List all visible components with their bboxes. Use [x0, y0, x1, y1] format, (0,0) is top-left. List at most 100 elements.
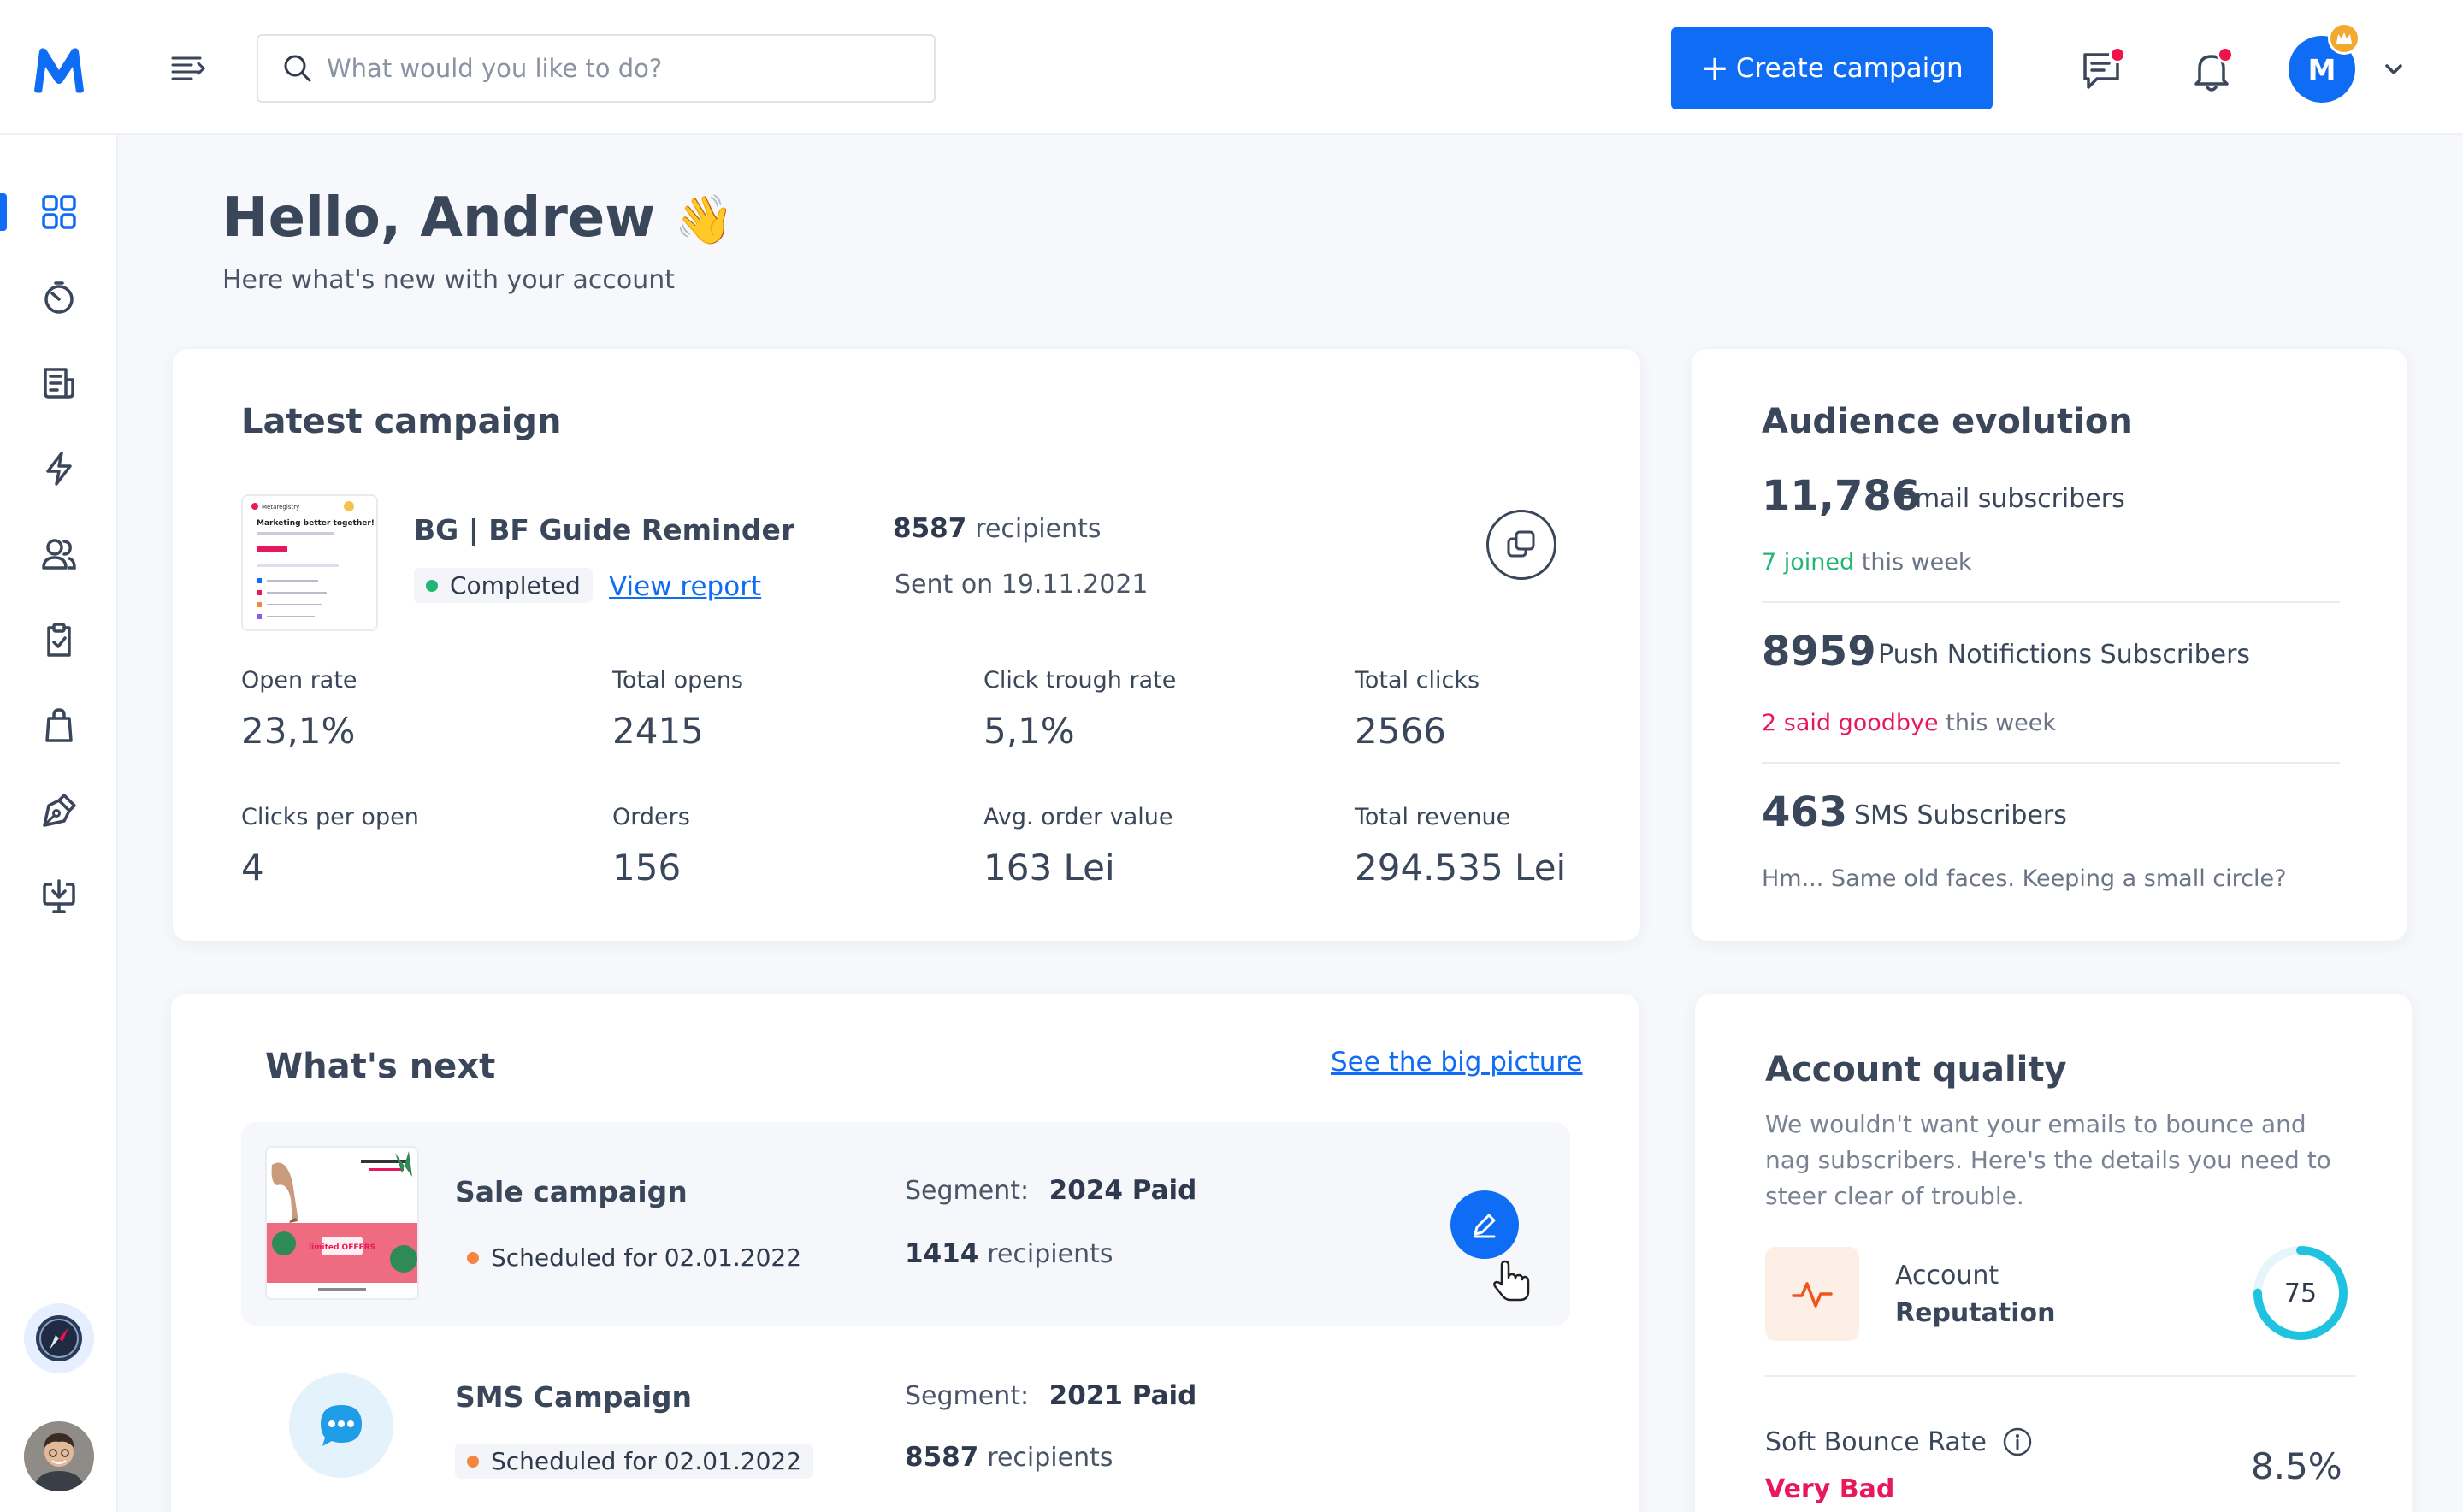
preview-heading: Marketing better together! — [257, 519, 375, 528]
goodbye-text: 2 said goodbye — [1762, 710, 1939, 736]
preview-brand: Metaregistry — [262, 504, 299, 511]
status-dot — [467, 1455, 479, 1468]
joined-rest: this week — [1861, 549, 1972, 576]
segment-value: 2021 Paid — [1048, 1380, 1197, 1411]
search-box[interactable] — [257, 34, 936, 103]
sidebar-item-dashboard[interactable] — [38, 191, 80, 233]
goodbye-rest: this week — [1946, 710, 2057, 736]
user-avatar[interactable] — [24, 1421, 94, 1491]
newsletter-icon — [44, 368, 74, 399]
sidebar-item-downloads[interactable] — [38, 875, 80, 918]
sidebar-item-audience[interactable] — [38, 533, 80, 576]
recipients-label: recipients — [987, 1239, 1113, 1269]
whats-next-title: What's next — [265, 1047, 496, 1086]
messages-button[interactable] — [2073, 41, 2133, 101]
metric-value: 5,1% — [983, 710, 1075, 752]
whats-next-card: What's next See the big picture limited … — [171, 994, 1639, 1512]
chevron-down-icon[interactable] — [2381, 56, 2407, 82]
sidebar-item-design[interactable] — [38, 789, 80, 832]
divider — [1762, 601, 2340, 603]
pulse-icon — [1792, 1282, 1833, 1308]
metric-value: 163 Lei — [983, 847, 1115, 889]
create-campaign-label: Create campaign — [1735, 53, 1964, 84]
metric-label: Orders — [612, 804, 690, 830]
segment-label: Segment: — [905, 1381, 1030, 1411]
account-initial: M — [2307, 52, 2336, 86]
soft-bounce-label: Soft Bounce Rate — [1765, 1426, 2033, 1457]
download-icon — [43, 879, 75, 913]
recipients-count: 1414 — [905, 1238, 979, 1269]
reputation-score-ring: 75 — [2251, 1243, 2350, 1343]
search-input[interactable] — [327, 54, 925, 83]
view-report-link[interactable]: View report — [609, 571, 762, 602]
audience-title: Audience evolution — [1762, 402, 2133, 441]
recipients-label: recipients — [975, 514, 1102, 544]
app-logo[interactable] — [29, 44, 89, 96]
latest-campaign-thumbnail[interactable]: Metaregistry Marketing better together! — [241, 494, 378, 631]
sale-campaign-thumbnail: limited OFFERS — [265, 1146, 419, 1300]
sms-campaign-recipients: 8587 recipients — [905, 1442, 1113, 1473]
push-subscribers-count: 8959 — [1762, 628, 1876, 676]
metric-label: Total opens — [612, 667, 744, 694]
metric-value: 294.535 Lei — [1355, 847, 1567, 889]
compass-icon — [36, 1315, 82, 1361]
status-dot — [467, 1251, 479, 1264]
recipients-label: recipients — [987, 1443, 1113, 1473]
joined-text: 7 joined — [1762, 549, 1855, 576]
notifications-button[interactable] — [2182, 41, 2242, 101]
reputation-icon-box — [1765, 1247, 1859, 1341]
metric-label: Avg. order value — [983, 804, 1173, 830]
sale-preview-image: limited OFFERS — [267, 1148, 417, 1298]
compass-avatar[interactable] — [24, 1303, 94, 1373]
email-subscribers-count: 11,786 — [1762, 472, 1921, 520]
sale-campaign-segment: Segment: 2024 Paid — [905, 1175, 1205, 1206]
sidebar-item-automation[interactable] — [38, 447, 80, 490]
ecommerce-icon — [45, 708, 73, 742]
sms-subscribers-note: Hm... Same old faces. Keeping a small ci… — [1762, 865, 2287, 892]
crown-icon — [2328, 22, 2360, 55]
latest-campaign-status: Completed — [414, 568, 593, 603]
greeting-text: Hello, Andrew — [222, 186, 656, 250]
dashboard-icon — [42, 195, 76, 229]
recipients-count: 8587 — [893, 513, 967, 544]
menu-toggle-icon[interactable] — [169, 51, 205, 86]
sms-campaign-name: SMS Campaign — [455, 1380, 693, 1414]
see-big-picture-link[interactable]: See the big picture — [1331, 1047, 1583, 1078]
sent-label: Sent on — [895, 570, 994, 599]
create-campaign-button[interactable]: + Create campaign — [1671, 27, 1993, 109]
hand-cursor-icon — [1493, 1260, 1530, 1302]
user-photo-icon — [24, 1421, 94, 1491]
sale-campaign-recipients: 1414 recipients — [905, 1238, 1113, 1269]
sidebar-item-ecommerce[interactable] — [38, 704, 80, 747]
metric-value: 156 — [612, 847, 682, 889]
sidebar-active-indicator — [0, 193, 7, 231]
info-icon[interactable] — [2002, 1426, 2033, 1457]
email-subscribers-note: 7 joined this week — [1762, 549, 1972, 576]
push-subscribers-note: 2 said goodbye this week — [1762, 710, 2056, 736]
duplicate-campaign-button[interactable] — [1486, 510, 1556, 580]
reputation-line1: Account — [1895, 1261, 1999, 1291]
sale-campaign-name: Sale campaign — [455, 1175, 688, 1208]
reputation-score: 75 — [2283, 1278, 2318, 1308]
scheduled-campaign-row[interactable]: limited OFFERS Sale campaign Scheduled f… — [241, 1122, 1570, 1326]
scheduled-campaign-row[interactable]: SMS Campaign Scheduled for 02.01.2022 Se… — [241, 1326, 1570, 1512]
audience-evolution-card: Audience evolution 11,786 Email subscrib… — [1692, 349, 2407, 941]
metric-label: Clicks per open — [241, 804, 419, 830]
sms-campaign-segment: Segment: 2021 Paid — [905, 1380, 1205, 1411]
greeting-title: Hello, Andrew 👋 — [222, 186, 734, 250]
recipients-count: 8587 — [905, 1442, 979, 1473]
metric-label: Open rate — [241, 667, 357, 694]
sidebar-item-reports[interactable] — [38, 276, 80, 319]
sidebar-item-newsletters[interactable] — [38, 362, 80, 405]
account-quality-description: We wouldn't want your emails to bounce a… — [1765, 1110, 2331, 1210]
design-icon — [43, 794, 76, 827]
status-text: Scheduled for 02.01.2022 — [491, 1447, 802, 1475]
account-quality-card: Account quality We wouldn't want your em… — [1695, 994, 2412, 1512]
metric-value: 4 — [241, 847, 264, 889]
edit-campaign-button[interactable] — [1450, 1190, 1519, 1259]
metric-value: 2566 — [1355, 710, 1446, 752]
sidebar-item-tasks[interactable] — [38, 618, 80, 661]
email-subscribers-label: Email subscribers — [1899, 484, 2125, 514]
sidebar — [0, 135, 118, 1512]
soft-bounce-text: Soft Bounce Rate — [1765, 1426, 1987, 1457]
